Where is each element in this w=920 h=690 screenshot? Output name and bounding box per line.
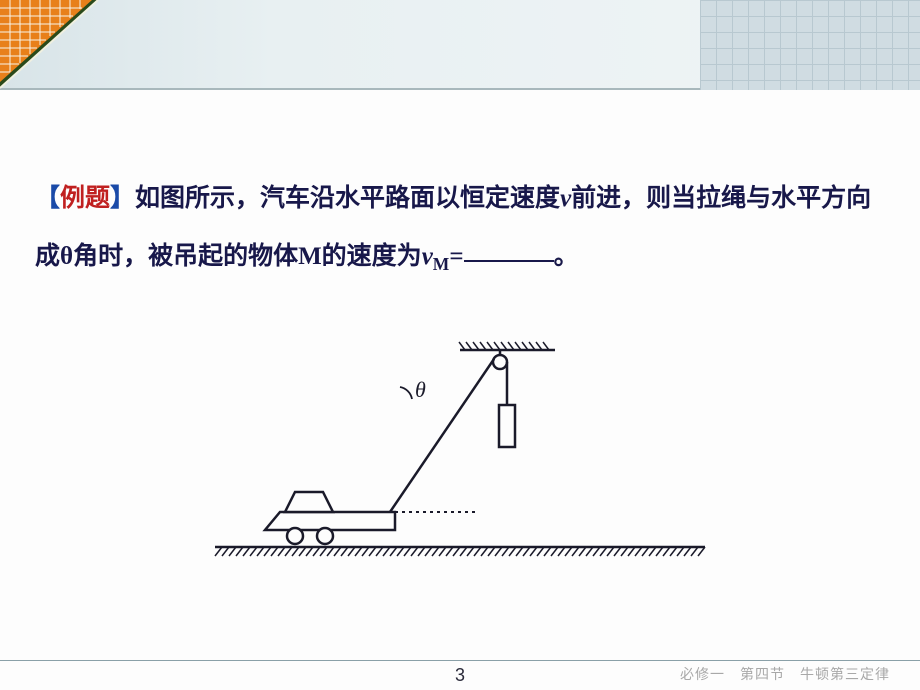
period: 。 (554, 243, 579, 270)
text-part-1: 如图所示，汽车沿水平路面以恒定速度 (135, 185, 560, 212)
problem-label: 例题 (60, 185, 110, 212)
variable-vm-sub: M (433, 254, 450, 274)
footer-chapter-text: 必修一 第四节 牛顿第三定律 (680, 664, 890, 684)
header-triangle-decoration (0, 0, 100, 90)
header-grid-decoration (700, 0, 920, 90)
slide-content: 【例题】如图所示，汽车沿水平路面以恒定速度v前进，则当拉绳与水平方向成θ角时，被… (0, 90, 920, 570)
equals-sign: = (449, 243, 463, 270)
variable-v: v (560, 185, 571, 212)
variable-vm: v (422, 243, 433, 270)
page-number: 3 (455, 665, 465, 686)
theta-label: θ (415, 377, 426, 402)
text-part-3: 角时，被吊起的物体M的速度为 (73, 243, 422, 270)
variable-theta: θ (60, 243, 73, 270)
slide-footer: 3 必修一 第四节 牛顿第三定律 (0, 660, 920, 690)
slide-header (0, 0, 920, 90)
problem-statement: 【例题】如图所示，汽车沿水平路面以恒定速度v前进，则当拉绳与水平方向成θ角时，被… (35, 170, 885, 285)
answer-blank (464, 237, 554, 262)
label-bracket-open: 【 (35, 185, 60, 212)
label-bracket-close: 】 (110, 185, 135, 212)
physics-diagram: θ (35, 335, 885, 570)
